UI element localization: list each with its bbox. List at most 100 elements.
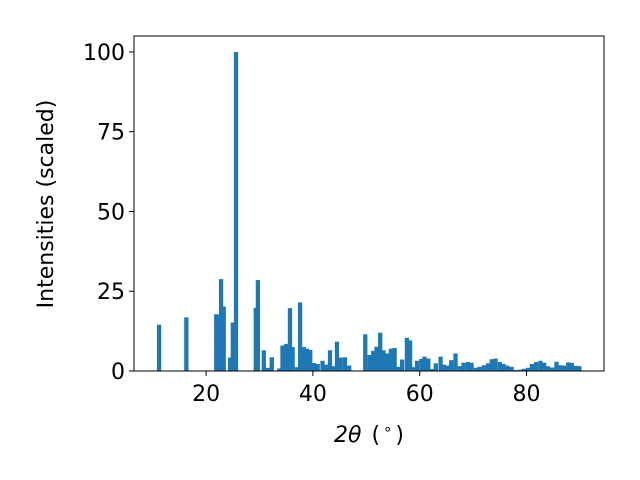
x-axis-label: 2θ (∘) bbox=[334, 420, 404, 448]
bar bbox=[501, 363, 506, 371]
x-axis-label-open: ( bbox=[371, 423, 380, 448]
bar bbox=[378, 332, 383, 371]
bar-series bbox=[156, 51, 582, 371]
bar bbox=[477, 366, 482, 371]
bar bbox=[218, 279, 224, 371]
bar bbox=[371, 350, 376, 371]
bar bbox=[441, 364, 446, 371]
bar bbox=[320, 360, 325, 371]
bar bbox=[433, 363, 438, 371]
bar bbox=[342, 357, 348, 371]
bar bbox=[287, 308, 293, 371]
bar bbox=[429, 369, 435, 371]
y-tick-label: 75 bbox=[97, 121, 125, 146]
bar bbox=[156, 324, 162, 371]
bar bbox=[485, 363, 491, 371]
bar bbox=[214, 314, 219, 371]
bar bbox=[399, 359, 405, 371]
bar bbox=[233, 51, 239, 371]
bar bbox=[461, 362, 466, 371]
x-axis-label-close: ) bbox=[395, 423, 404, 448]
bar bbox=[505, 365, 510, 371]
y-axis-label: Intensities (scaled) bbox=[34, 100, 59, 309]
bar bbox=[414, 360, 420, 371]
bar bbox=[230, 322, 235, 371]
bar bbox=[381, 350, 386, 371]
bar bbox=[327, 350, 333, 371]
bar bbox=[294, 367, 300, 371]
bar bbox=[297, 302, 303, 371]
bar bbox=[363, 334, 368, 371]
bar bbox=[566, 362, 571, 371]
x-tick-label: 60 bbox=[406, 382, 434, 407]
bar bbox=[311, 363, 317, 371]
bar bbox=[301, 347, 306, 371]
x-axis-label-symbol: 2θ bbox=[334, 423, 362, 448]
bar bbox=[473, 367, 478, 371]
bar bbox=[545, 366, 551, 371]
bar bbox=[261, 350, 266, 371]
bar bbox=[388, 348, 394, 371]
bar bbox=[509, 366, 514, 371]
bar bbox=[465, 362, 470, 371]
bar bbox=[334, 341, 340, 371]
bar bbox=[396, 366, 401, 371]
x-tick-label: 20 bbox=[192, 382, 220, 407]
bar bbox=[577, 366, 582, 371]
bar bbox=[374, 346, 379, 371]
y-tick-label: 100 bbox=[83, 41, 125, 66]
bar bbox=[265, 367, 271, 371]
bar bbox=[438, 356, 443, 371]
bar bbox=[518, 369, 523, 371]
bar bbox=[385, 353, 390, 371]
bar bbox=[324, 364, 329, 371]
bar bbox=[445, 365, 450, 371]
bar bbox=[308, 349, 313, 371]
bar bbox=[542, 362, 547, 371]
bar bbox=[489, 359, 494, 371]
bar bbox=[277, 368, 282, 371]
y-tick-label: 25 bbox=[97, 280, 125, 305]
bar bbox=[457, 366, 462, 371]
bar bbox=[290, 347, 295, 371]
bar bbox=[529, 363, 535, 371]
x-axis-label-degree: ∘ bbox=[383, 420, 392, 438]
bar bbox=[550, 367, 555, 371]
bar bbox=[453, 353, 458, 371]
bar bbox=[410, 367, 415, 371]
x-axis-ticks: 20 40 60 80 bbox=[192, 371, 541, 407]
bar bbox=[404, 337, 410, 371]
bar bbox=[216, 315, 222, 371]
bar bbox=[419, 358, 424, 371]
y-tick-label: 0 bbox=[111, 360, 125, 385]
bar bbox=[561, 365, 567, 371]
y-axis-ticks: 0 25 50 75 100 bbox=[83, 41, 134, 385]
bar bbox=[493, 358, 498, 371]
bar bbox=[228, 357, 233, 371]
bar bbox=[304, 348, 310, 371]
x-tick-label: 40 bbox=[299, 382, 327, 407]
bar bbox=[449, 360, 454, 371]
bar bbox=[526, 367, 531, 371]
bar bbox=[521, 368, 527, 371]
bar bbox=[184, 317, 189, 371]
y-tick-label: 50 bbox=[97, 200, 125, 225]
bar bbox=[221, 306, 226, 371]
bar bbox=[284, 343, 289, 371]
bar bbox=[538, 360, 543, 371]
bar bbox=[469, 362, 474, 371]
bar bbox=[367, 355, 372, 371]
plot-frame bbox=[133, 35, 605, 372]
x-tick-label: 80 bbox=[513, 382, 541, 407]
bar bbox=[347, 365, 352, 371]
bar bbox=[422, 356, 427, 371]
bar bbox=[573, 365, 578, 371]
bar bbox=[497, 362, 502, 371]
bar bbox=[554, 361, 559, 371]
bar bbox=[534, 362, 539, 371]
bar bbox=[315, 363, 320, 371]
bar bbox=[481, 365, 486, 371]
bar bbox=[569, 363, 575, 371]
bar bbox=[426, 358, 431, 371]
